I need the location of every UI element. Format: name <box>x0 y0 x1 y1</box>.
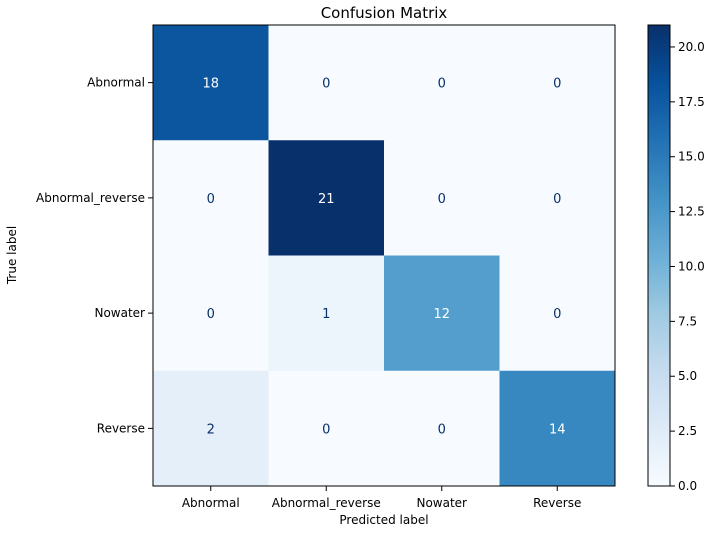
colorbar-tick-label: 10.0 <box>678 259 705 273</box>
chart-title: Confusion Matrix <box>321 4 448 22</box>
cell-value-label: 18 <box>202 77 219 92</box>
colorbar-tick-label: 15.0 <box>678 150 705 164</box>
heatmap-cell <box>499 255 616 372</box>
heatmap-cell <box>499 140 616 256</box>
y-axis-ticks: Abnormal Abnormal_reverse Nowater Reverse <box>36 76 153 435</box>
cell-value-label: 0 <box>553 192 561 207</box>
colorbar <box>647 24 671 487</box>
colorbar-tick-label: 5.0 <box>678 369 697 383</box>
heatmap-cell <box>268 25 385 141</box>
heatmap-cell <box>268 140 385 256</box>
cell-value-label: 0 <box>438 422 446 437</box>
cell-value-label: 14 <box>549 422 566 437</box>
y-tick-label: Nowater <box>94 306 145 320</box>
cell-value-label: 0 <box>553 307 561 322</box>
colorbar-tick-label: 20.0 <box>678 40 705 54</box>
cell-value-label: 2 <box>207 422 215 437</box>
y-axis-label: True label <box>5 226 19 285</box>
y-tick-label: Abnormal <box>87 76 145 90</box>
cell-value-label: 0 <box>438 77 446 92</box>
colorbar-tick-label: 0.0 <box>678 479 697 493</box>
heatmap-cell <box>499 370 616 487</box>
cell-labels: 18 0 0 0 0 21 0 0 0 1 12 0 2 0 0 14 <box>202 77 565 438</box>
heatmap-cell <box>384 255 500 372</box>
y-tick-label: Reverse <box>97 421 145 435</box>
x-axis-label: Predicted label <box>339 513 428 527</box>
colorbar-tick-label: 7.5 <box>678 314 697 328</box>
colorbar-ticks: 0.0 2.5 5.0 7.5 10.0 12.5 15.0 17.5 20.0 <box>670 40 705 493</box>
heatmap-cell <box>153 370 269 487</box>
heatmap-cells <box>153 25 616 487</box>
heatmap-cell <box>384 25 500 141</box>
cell-value-label: 0 <box>207 307 215 322</box>
plot-frame <box>152 24 616 487</box>
cell-value-label: 21 <box>318 192 335 207</box>
cell-value-label: 0 <box>322 422 330 437</box>
cell-value-label: 1 <box>322 307 330 322</box>
heatmap-cell <box>268 370 385 487</box>
cell-value-label: 0 <box>438 192 446 207</box>
colorbar-tick-label: 12.5 <box>678 205 705 219</box>
heatmap-cell <box>499 25 616 141</box>
y-tick-label: Abnormal_reverse <box>36 191 145 205</box>
colorbar-tick-label: 2.5 <box>678 424 697 438</box>
heatmap-cell <box>153 255 269 372</box>
heatmap-cell <box>153 140 269 256</box>
cell-value-label: 0 <box>553 77 561 92</box>
x-tick-label: Reverse <box>533 496 581 510</box>
cell-value-label: 0 <box>322 77 330 92</box>
x-tick-label: Abnormal_reverse <box>272 496 381 510</box>
heatmap-cell <box>153 25 269 141</box>
x-tick-label: Abnormal <box>182 496 240 510</box>
heatmap-cell <box>384 140 500 256</box>
heatmap-cell <box>384 370 500 487</box>
heatmap-cell <box>268 255 385 372</box>
cell-value-label: 0 <box>207 192 215 207</box>
x-tick-label: Nowater <box>416 496 467 510</box>
cell-value-label: 12 <box>433 307 450 322</box>
colorbar-tick-label: 17.5 <box>678 95 705 109</box>
x-axis-ticks: Abnormal Abnormal_reverse Nowater Reverse <box>182 486 581 510</box>
